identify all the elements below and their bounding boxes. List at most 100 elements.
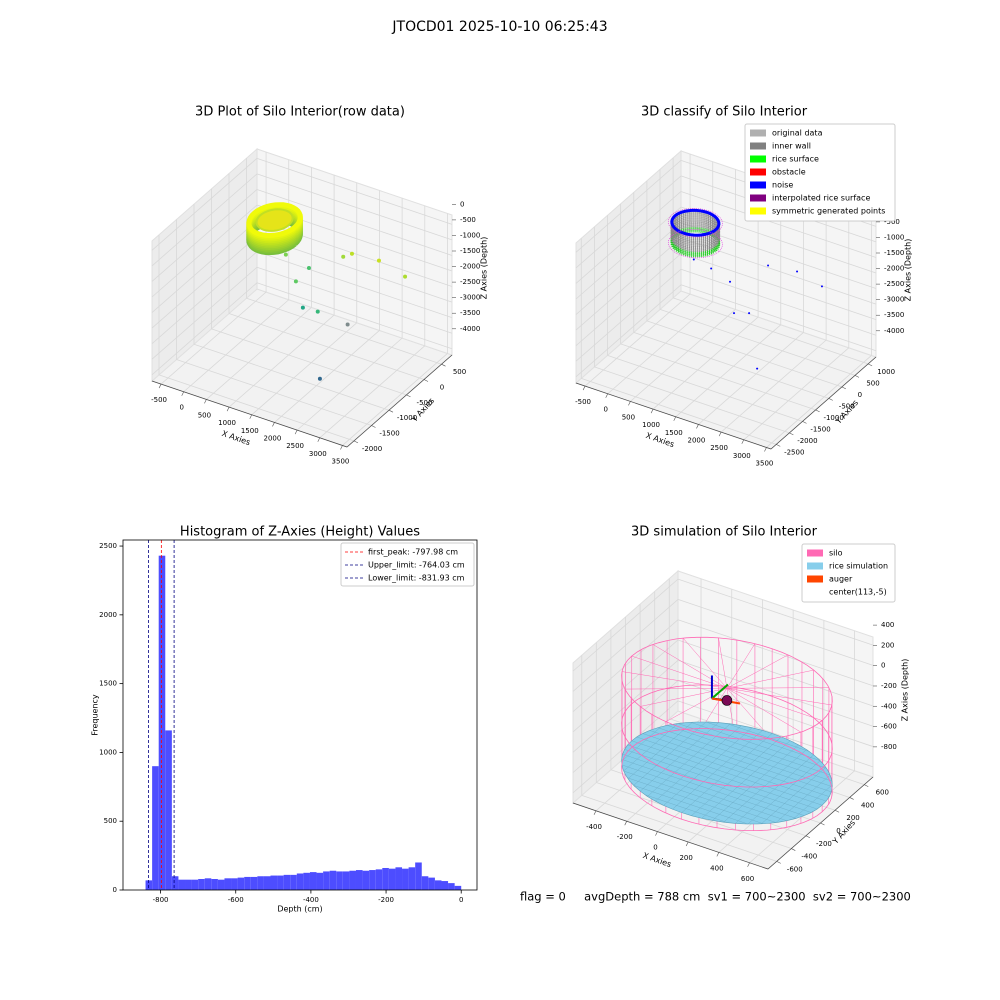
x-tick-label: -500 <box>151 396 167 404</box>
silo-wire <box>624 688 727 690</box>
y-tick-label: 1000 <box>877 368 895 376</box>
bar <box>375 869 383 890</box>
bar <box>158 555 166 890</box>
grid-line <box>193 343 390 411</box>
x-tick-label: 600 <box>741 875 754 883</box>
bar <box>263 876 271 890</box>
silo-cluster <box>670 216 721 244</box>
grid-line <box>151 220 258 313</box>
grid-line <box>581 794 777 862</box>
silo-ring <box>621 728 833 831</box>
chart-title: 3D Plot of Silo Interior(row data) <box>195 105 405 120</box>
legend-label: silo <box>829 549 843 558</box>
bar <box>185 879 192 890</box>
grid-line <box>680 268 877 336</box>
bar <box>165 730 172 890</box>
point <box>345 322 350 327</box>
bar <box>355 870 363 890</box>
bar <box>428 877 435 890</box>
bar <box>434 880 442 890</box>
y-tick <box>815 409 820 413</box>
silo-wire <box>726 688 771 739</box>
grid-line <box>575 206 682 300</box>
y-tick-label: 200 <box>846 814 859 822</box>
point <box>293 279 298 284</box>
x-tick-label: 2500 <box>710 444 728 452</box>
y-tick-label: 0 <box>440 384 444 392</box>
x-tick-label: 1000 <box>642 421 660 429</box>
grid-line <box>274 330 380 423</box>
silo-cluster-top <box>670 208 721 237</box>
y-tick <box>423 379 429 382</box>
legend-swatch <box>750 155 766 163</box>
y-tick <box>776 861 781 864</box>
bar <box>290 874 297 890</box>
legend-label: rice surface <box>772 155 819 164</box>
chart-title: 3D classify of Silo Interior <box>641 105 808 120</box>
bar <box>342 871 350 890</box>
z-tick-label: 400 <box>881 621 894 629</box>
bar <box>395 867 403 890</box>
x-tick-label: 3500 <box>332 457 350 465</box>
grid-line <box>672 297 869 365</box>
z-tick-label: 0 <box>881 662 885 670</box>
y-tick-label: 500 <box>866 379 879 387</box>
y-tick-label: -2500 <box>784 448 804 456</box>
y-tick-label: -2000 <box>797 437 817 445</box>
y-tick-label: -2000 <box>362 445 382 453</box>
x-tick-label: 1000 <box>218 419 236 427</box>
y-tick-label: 400 <box>861 801 874 809</box>
x-tick <box>655 831 658 836</box>
grid-line <box>342 353 448 446</box>
x-tick-label: 2000 <box>688 436 706 444</box>
grid-line <box>720 339 827 433</box>
grid-line <box>151 173 258 267</box>
auger-center <box>721 695 733 706</box>
y-tick-label: -200 <box>816 840 832 848</box>
x-tick <box>317 437 321 442</box>
chart-title: Histogram of Z-Axies (Height) Values <box>180 525 420 540</box>
grid-line <box>251 322 358 416</box>
bar <box>382 867 389 890</box>
silo-ring <box>621 636 833 740</box>
y-tick-label: -400 <box>801 853 817 861</box>
axis-line <box>572 802 769 870</box>
point <box>283 252 288 257</box>
z-tick-label: -3000 <box>460 294 480 302</box>
bar <box>402 868 409 890</box>
y-tick <box>776 444 781 447</box>
y-tick-label: -1000 <box>397 414 417 422</box>
z-tick-label: -1000 <box>460 231 480 239</box>
z-tick-label: -2500 <box>460 278 480 286</box>
x-tick <box>272 422 275 427</box>
x-tick <box>582 385 586 391</box>
bar <box>362 870 370 890</box>
legend-label: center(113,-5) <box>829 588 887 597</box>
legend-label: symmetric generated points <box>772 207 885 216</box>
y-tick-label: -500 <box>839 402 855 410</box>
bar <box>171 876 179 890</box>
silo-cluster-top <box>255 208 294 232</box>
grid-line <box>151 266 258 360</box>
point <box>341 254 346 259</box>
z-tick-label: -1500 <box>884 249 904 257</box>
rice-mesh <box>705 721 821 761</box>
y-tick <box>864 784 869 787</box>
point <box>300 305 305 310</box>
axis-line <box>770 356 877 450</box>
z-tick-label: -200 <box>881 682 897 690</box>
point <box>733 312 736 315</box>
silo-wire <box>726 643 756 689</box>
z-axis-label: Z Axies (Depth) <box>901 659 910 722</box>
x-tick <box>226 406 230 412</box>
point <box>767 264 770 267</box>
legend-swatch <box>750 142 766 150</box>
z-tick-label: -4000 <box>884 327 904 335</box>
silo-wire <box>726 688 832 706</box>
rice-mesh <box>712 744 799 821</box>
silo-wire <box>652 644 728 689</box>
grid-line <box>575 160 682 253</box>
grid-line <box>680 191 877 258</box>
